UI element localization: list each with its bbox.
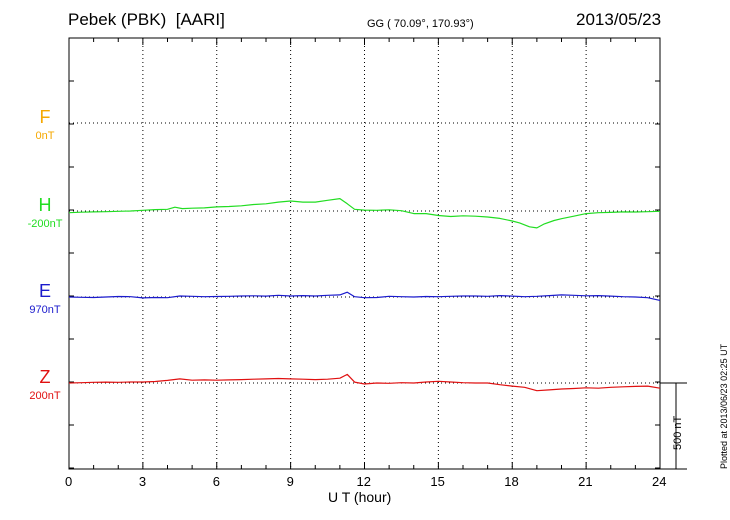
plotted-timestamp: Plotted at 2013/06/23 02:25 UT [719,343,729,469]
x-axis-label: U T (hour) [328,489,392,505]
x-tick-label: 12 [356,474,371,489]
x-tick-label: 21 [578,474,593,489]
component-label-e: E 970nT [15,281,75,316]
x-tick-label: 18 [504,474,519,489]
x-tick-label: 9 [286,474,294,489]
date-label: 2013/05/23 [576,10,662,29]
component-baseline: 970nT [29,304,61,316]
component-letter: H [38,195,52,215]
network-name: [AARI] [175,10,225,29]
x-tick-label: 24 [652,474,667,489]
x-tick-label: 3 [138,474,147,489]
component-letter: E [38,281,51,301]
series-z-line [68,373,661,392]
station-title: Pebek (PBK) [AARI] [68,10,225,30]
axis-ticks [68,38,661,469]
component-letter: F [39,107,51,127]
coordinates: GG ( 70.09°, 170.93°) [367,18,474,30]
grid-lines [69,38,660,469]
component-baseline: 0nT [35,130,55,142]
component-letter: Z [39,367,51,387]
component-label-h: H -200nT [15,195,75,230]
station-name: Pebek (PBK) [68,10,167,29]
x-tick-label: 15 [430,474,445,489]
scale-bar-label: 500 nT [672,415,684,450]
series-lines [68,198,661,392]
component-label-f: F 0nT [15,107,75,142]
scale-bar [660,382,687,470]
component-baseline: 200nT [29,390,61,402]
x-tick-label: 0 [65,474,73,489]
series-h-line [68,198,661,229]
component-label-z: Z 200nT [15,367,75,402]
series-e-line [68,291,661,301]
component-baseline: -200nT [27,218,63,230]
x-tick-label: 6 [212,474,220,489]
